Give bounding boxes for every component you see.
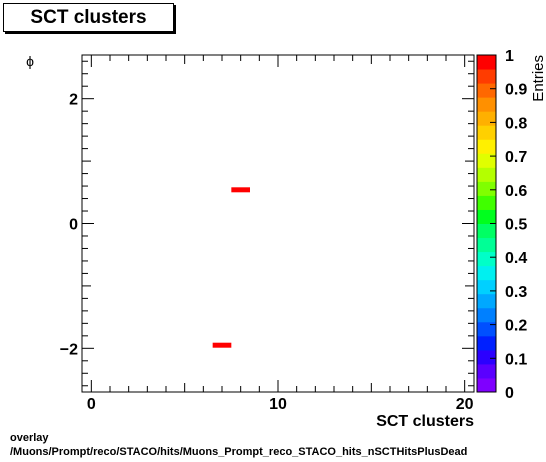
footer-overlay-label: overlay (10, 432, 49, 444)
palette-tick-label: 0.6 (505, 183, 527, 200)
heatmap-cell (231, 187, 250, 193)
palette-swatch (477, 321, 496, 337)
palette-swatch (477, 279, 496, 295)
palette-tick-label: 0.5 (505, 217, 527, 234)
y-tick-label: −2 (60, 341, 78, 358)
palette-tick-label: 0 (505, 385, 514, 402)
palette-tick-label: 0.4 (505, 250, 527, 267)
palette-tick-label: 0.3 (505, 284, 527, 301)
palette-tick-label: 0.1 (505, 351, 527, 368)
palette-swatch (477, 293, 496, 309)
palette-swatch (477, 83, 496, 98)
palette-swatch (477, 125, 496, 140)
palette-swatch (477, 55, 496, 70)
palette-swatch (477, 139, 496, 154)
palette-tick-label: 0.2 (505, 318, 527, 335)
palette-swatch (477, 209, 496, 224)
palette-tick-label: 1 (505, 48, 514, 65)
plot-frame (81, 54, 475, 393)
palette-swatch (477, 237, 496, 253)
y-tick-label: 0 (69, 217, 78, 234)
x-tick-label: 10 (269, 396, 287, 413)
x-tick-label: 20 (456, 396, 474, 413)
y-tick-label: 2 (69, 92, 78, 109)
palette-tick-label: 0.9 (505, 82, 527, 99)
z-axis-label: Entries (530, 55, 546, 102)
palette-swatch (477, 69, 496, 84)
palette-swatch (477, 223, 496, 239)
x-tick-label: 0 (87, 396, 96, 413)
palette-swatch (477, 153, 496, 168)
palette-swatch (477, 181, 496, 196)
palette-swatch (477, 307, 496, 323)
x-axis-label: SCT clusters (376, 413, 474, 430)
palette-swatch (477, 251, 496, 267)
palette-swatch (477, 195, 496, 210)
palette-tick-label: 0.8 (505, 115, 527, 132)
footer-path: /Muons/Prompt/reco/STACO/hits/Muons_Prom… (10, 446, 468, 458)
palette-swatch (477, 111, 496, 126)
palette-swatch (477, 167, 496, 182)
palette-swatch (477, 335, 496, 351)
y-axis-label: ϕ (26, 53, 34, 69)
palette-swatch (477, 97, 496, 112)
palette-swatch (477, 363, 496, 379)
chart-title: SCT clusters (3, 3, 174, 32)
palette-swatch (477, 265, 496, 281)
palette-swatch (477, 349, 496, 365)
palette-swatch (477, 377, 496, 393)
heatmap-cell (212, 342, 232, 348)
palette-tick-label: 0.7 (505, 149, 527, 166)
